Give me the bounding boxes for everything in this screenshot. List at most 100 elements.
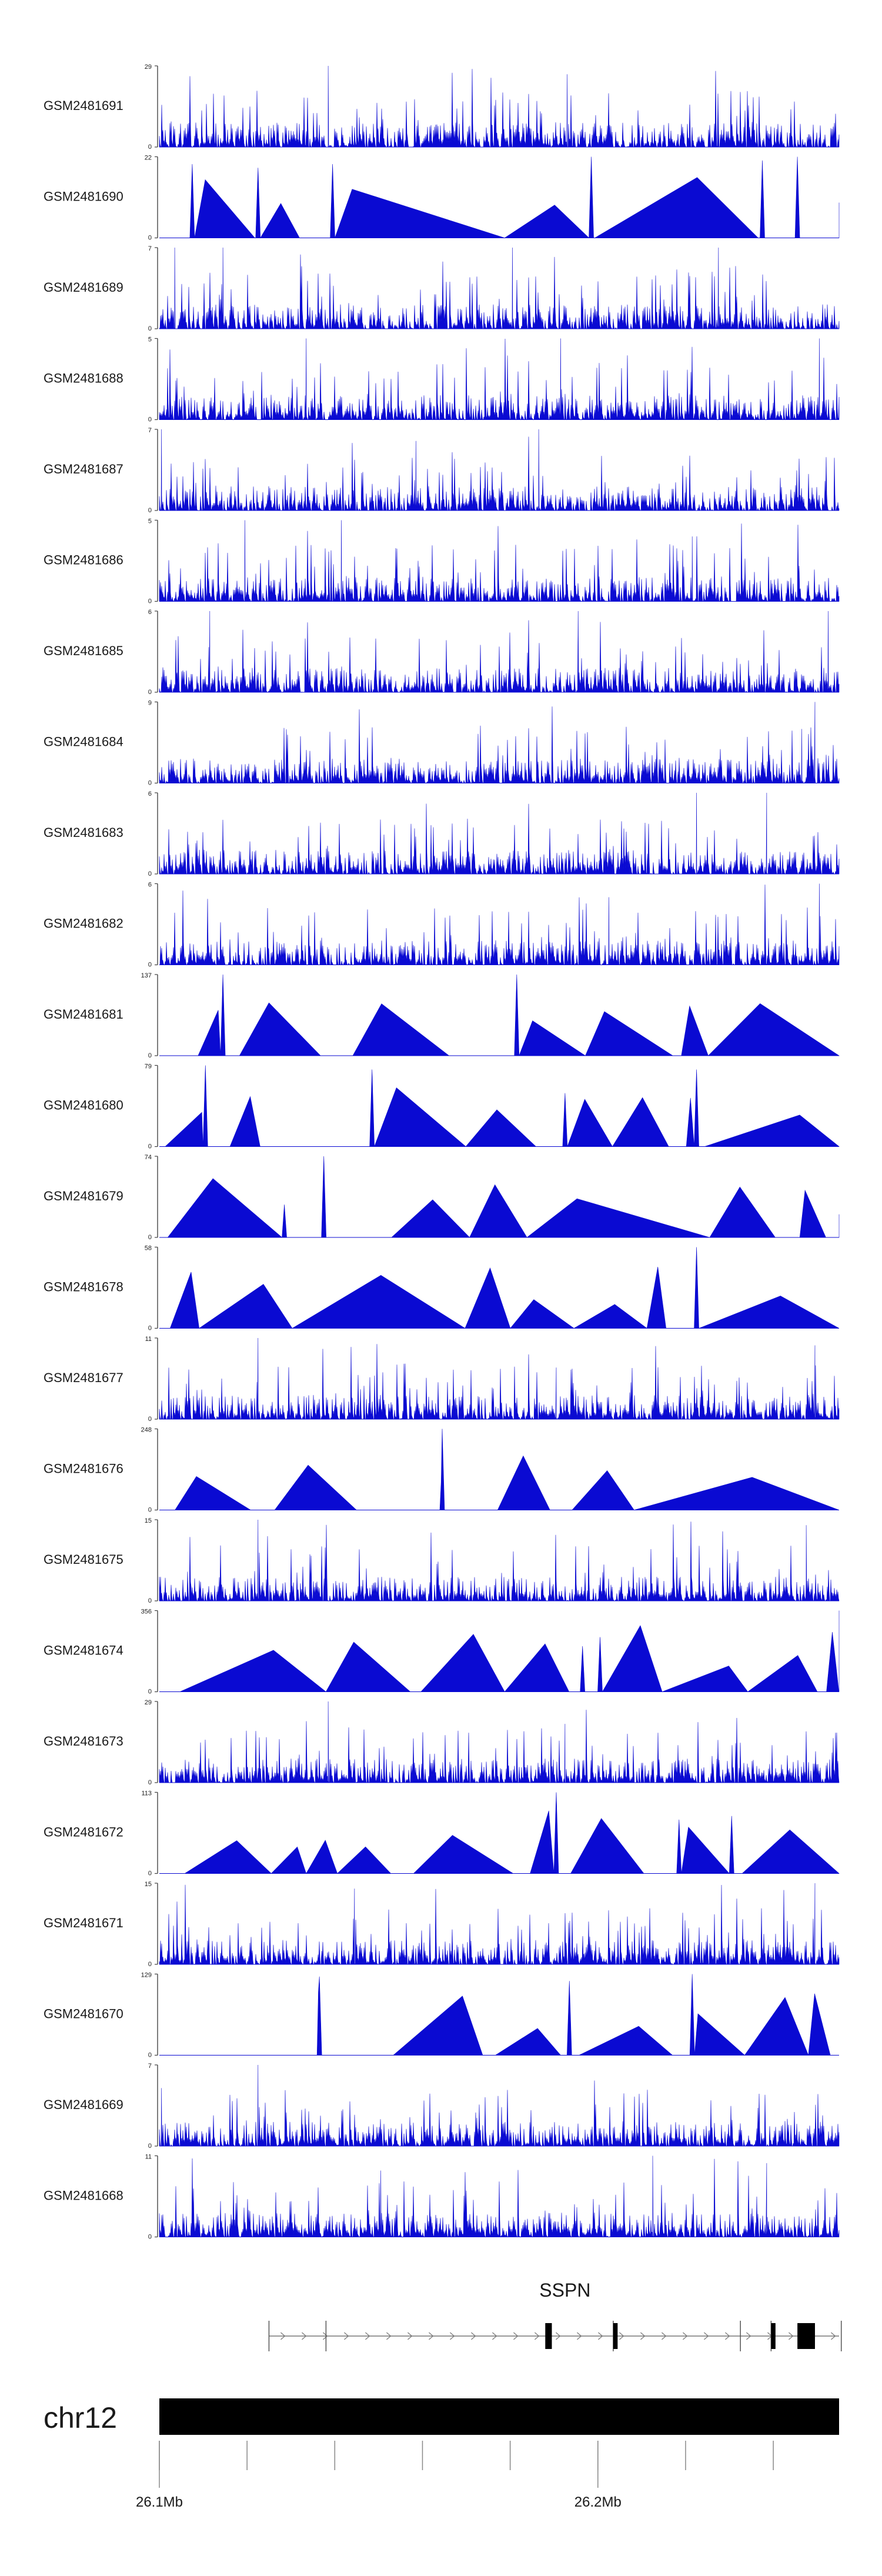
y-max-label: 356 xyxy=(141,1609,152,1616)
track-GSM2481683: GSM2481683 6 0 xyxy=(44,790,840,877)
track-label: GSM2481681 xyxy=(44,1007,123,1022)
y-max-label: 9 xyxy=(148,700,152,707)
track-label: GSM2481689 xyxy=(44,280,123,295)
track-GSM2481685: GSM2481685 6 0 xyxy=(44,609,840,696)
coverage-area xyxy=(159,702,840,783)
coverage-area xyxy=(159,883,840,966)
track-label: GSM2481690 xyxy=(44,189,123,204)
track-GSM2481672: GSM2481672 113 0 xyxy=(44,1790,840,1877)
track-label: GSM2481682 xyxy=(44,916,123,931)
track-GSM2481675: GSM2481675 15 0 xyxy=(44,1517,840,1604)
strand-arrow xyxy=(407,2332,413,2340)
track-label: GSM2481668 xyxy=(44,2188,123,2203)
coverage-area xyxy=(159,1337,840,1420)
track-GSM2481689: GSM2481689 7 0 xyxy=(44,245,840,332)
track-GSM2481677: GSM2481677 11 0 xyxy=(44,1336,840,1423)
coverage-area xyxy=(159,247,840,329)
track-label: GSM2481687 xyxy=(44,462,123,476)
y-max-label: 6 xyxy=(148,882,152,889)
strand-arrow xyxy=(492,2332,497,2340)
exon-block xyxy=(545,2323,552,2349)
track-label: GSM2481684 xyxy=(44,735,123,749)
strand-arrow xyxy=(640,2332,646,2340)
y-min-label: 0 xyxy=(148,144,152,151)
strand-arrow xyxy=(598,2332,603,2340)
y-max-label: 74 xyxy=(145,1154,152,1161)
y-max-label: 129 xyxy=(141,1972,152,1979)
track-label: GSM2481676 xyxy=(44,1461,123,1476)
y-min-label: 0 xyxy=(148,325,152,332)
y-min-label: 0 xyxy=(148,689,152,696)
y-max-label: 7 xyxy=(148,245,152,252)
y-max-label: 58 xyxy=(145,1245,152,1252)
track-label: GSM2481677 xyxy=(44,1370,123,1385)
y-min-label: 0 xyxy=(148,1961,152,1968)
y-max-label: 11 xyxy=(145,2154,152,2161)
coverage-area xyxy=(159,1883,840,1965)
coverage-area xyxy=(159,610,840,693)
track-label: GSM2481691 xyxy=(44,98,123,113)
chromosome-bar xyxy=(159,2398,839,2435)
coverage-area xyxy=(159,974,840,1056)
y-max-label: 22 xyxy=(145,155,152,162)
track-GSM2481674: GSM2481674 356 0 xyxy=(44,1609,840,1696)
track-GSM2481680: GSM2481680 79 0 xyxy=(44,1063,840,1150)
coverage-area xyxy=(159,1701,840,1783)
track-label: GSM2481686 xyxy=(44,553,123,568)
y-min-label: 0 xyxy=(148,507,152,514)
y-max-label: 137 xyxy=(141,972,152,979)
y-max-label: 15 xyxy=(145,1881,152,1888)
y-min-label: 0 xyxy=(148,1779,152,1786)
coverage-area xyxy=(159,1065,840,1147)
y-min-label: 0 xyxy=(148,1234,152,1241)
y-min-label: 0 xyxy=(148,1052,152,1059)
genome-tick-label: 26.1Mb xyxy=(136,2494,183,2510)
y-min-label: 0 xyxy=(148,598,152,605)
track-label: GSM2481685 xyxy=(44,643,123,658)
coverage-area xyxy=(159,2155,840,2238)
gene-name: SSPN xyxy=(539,2280,590,2301)
track-label: GSM2481673 xyxy=(44,1734,123,1749)
track-GSM2481682: GSM2481682 6 0 xyxy=(44,882,840,969)
y-max-label: 248 xyxy=(141,1427,152,1434)
track-label: GSM2481669 xyxy=(44,2097,123,2112)
exon-block xyxy=(771,2323,776,2349)
y-min-label: 0 xyxy=(148,870,152,877)
coverage-area xyxy=(159,1156,840,1238)
track-GSM2481688: GSM2481688 5 0 xyxy=(44,336,840,423)
coverage-area xyxy=(159,429,840,511)
track-GSM2481671: GSM2481671 15 0 xyxy=(44,1881,840,1968)
strand-arrow xyxy=(280,2332,286,2340)
coverage-area xyxy=(159,65,840,148)
track-GSM2481670: GSM2481670 129 0 xyxy=(44,1972,839,2059)
y-max-label: 15 xyxy=(145,1517,152,1524)
y-min-label: 0 xyxy=(148,1597,152,1604)
strand-arrow xyxy=(513,2332,519,2340)
y-min-label: 0 xyxy=(148,1689,152,1696)
track-GSM2481690: GSM2481690 22 0 xyxy=(44,155,840,242)
y-max-label: 11 xyxy=(145,1336,152,1343)
track-GSM2481668: GSM2481668 11 0 xyxy=(44,2154,840,2241)
coverage-area xyxy=(159,338,840,420)
coverage-area xyxy=(159,1429,840,1510)
strand-arrow xyxy=(746,2332,751,2340)
strand-arrow xyxy=(789,2332,794,2340)
coverage-area xyxy=(159,1519,840,1601)
track-label: GSM2481683 xyxy=(44,825,123,840)
exon-block xyxy=(797,2323,815,2349)
coverage-area xyxy=(159,1792,840,1874)
strand-arrow xyxy=(344,2332,349,2340)
strand-arrow xyxy=(556,2332,561,2340)
y-max-label: 79 xyxy=(145,1063,152,1070)
y-min-label: 0 xyxy=(148,416,152,423)
track-GSM2481673: GSM2481673 29 0 xyxy=(44,1699,840,1786)
y-min-label: 0 xyxy=(148,1325,152,1332)
track-label: GSM2481675 xyxy=(44,1552,123,1567)
strand-arrow xyxy=(619,2332,624,2340)
track-GSM2481684: GSM2481684 9 0 xyxy=(44,700,840,787)
chromosome-label: chr12 xyxy=(44,2401,117,2434)
y-max-label: 113 xyxy=(141,1790,152,1797)
y-min-label: 0 xyxy=(148,2234,152,2241)
strand-arrow xyxy=(577,2332,582,2340)
gene-model: SSPN xyxy=(268,2280,842,2351)
